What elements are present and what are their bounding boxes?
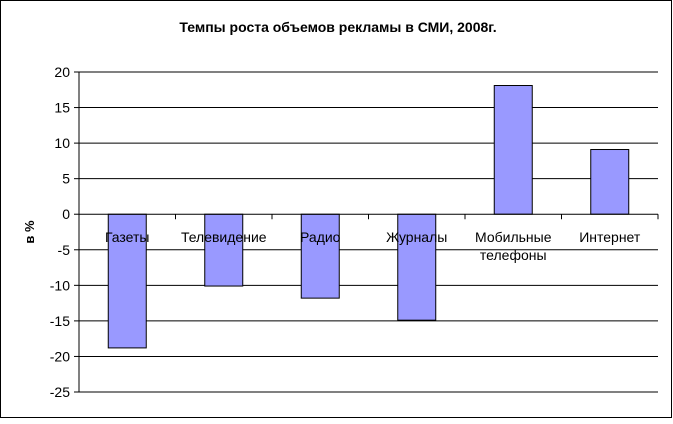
category-label-line: Интернет [579,229,641,245]
axes [78,72,659,392]
y-tick-label: 0 [62,206,70,222]
category-label: Интернет [579,229,641,245]
y-tick-label: 5 [62,171,70,187]
category-label-line: Мобильные [475,229,552,245]
category-label: Мобильные телефоны [475,229,552,263]
bar [397,213,437,321]
y-tick-label: -25 [50,384,70,400]
y-tick-label: -20 [50,348,70,364]
category-label-line: Журналы [386,229,447,245]
category-label-line: телефоны [480,247,547,263]
category-label: Телевидение [181,229,267,245]
y-tick-label: 20 [54,64,70,80]
category-label-line: Радио [300,229,341,245]
chart-title: Темпы роста объемов рекламы в СМИ, 2008г… [179,19,496,35]
category-label: Радио [300,229,341,245]
y-tick-label: 10 [54,135,70,151]
category-label-line: Телевидение [181,229,267,245]
category-label: Журналы [386,229,447,245]
y-tick-label: -15 [50,313,70,329]
y-tick-label: 15 [54,100,70,116]
y-axis-label: в % [22,220,37,244]
bar [204,213,244,287]
category-label: Газеты [105,229,149,245]
gridlines [74,71,658,393]
y-tick-label: -10 [50,277,70,293]
y-tick-label: -5 [58,242,71,258]
bar [493,85,533,215]
bar [590,149,630,215]
y-tick-labels: 20 15 10 5 0 -5 -10 -15 -20 -25 [50,64,70,400]
bar [300,213,340,299]
category-label-line: Газеты [105,229,149,245]
category-labels: Газеты Телевидение Радио Журналы Мобильные те… [105,229,641,263]
